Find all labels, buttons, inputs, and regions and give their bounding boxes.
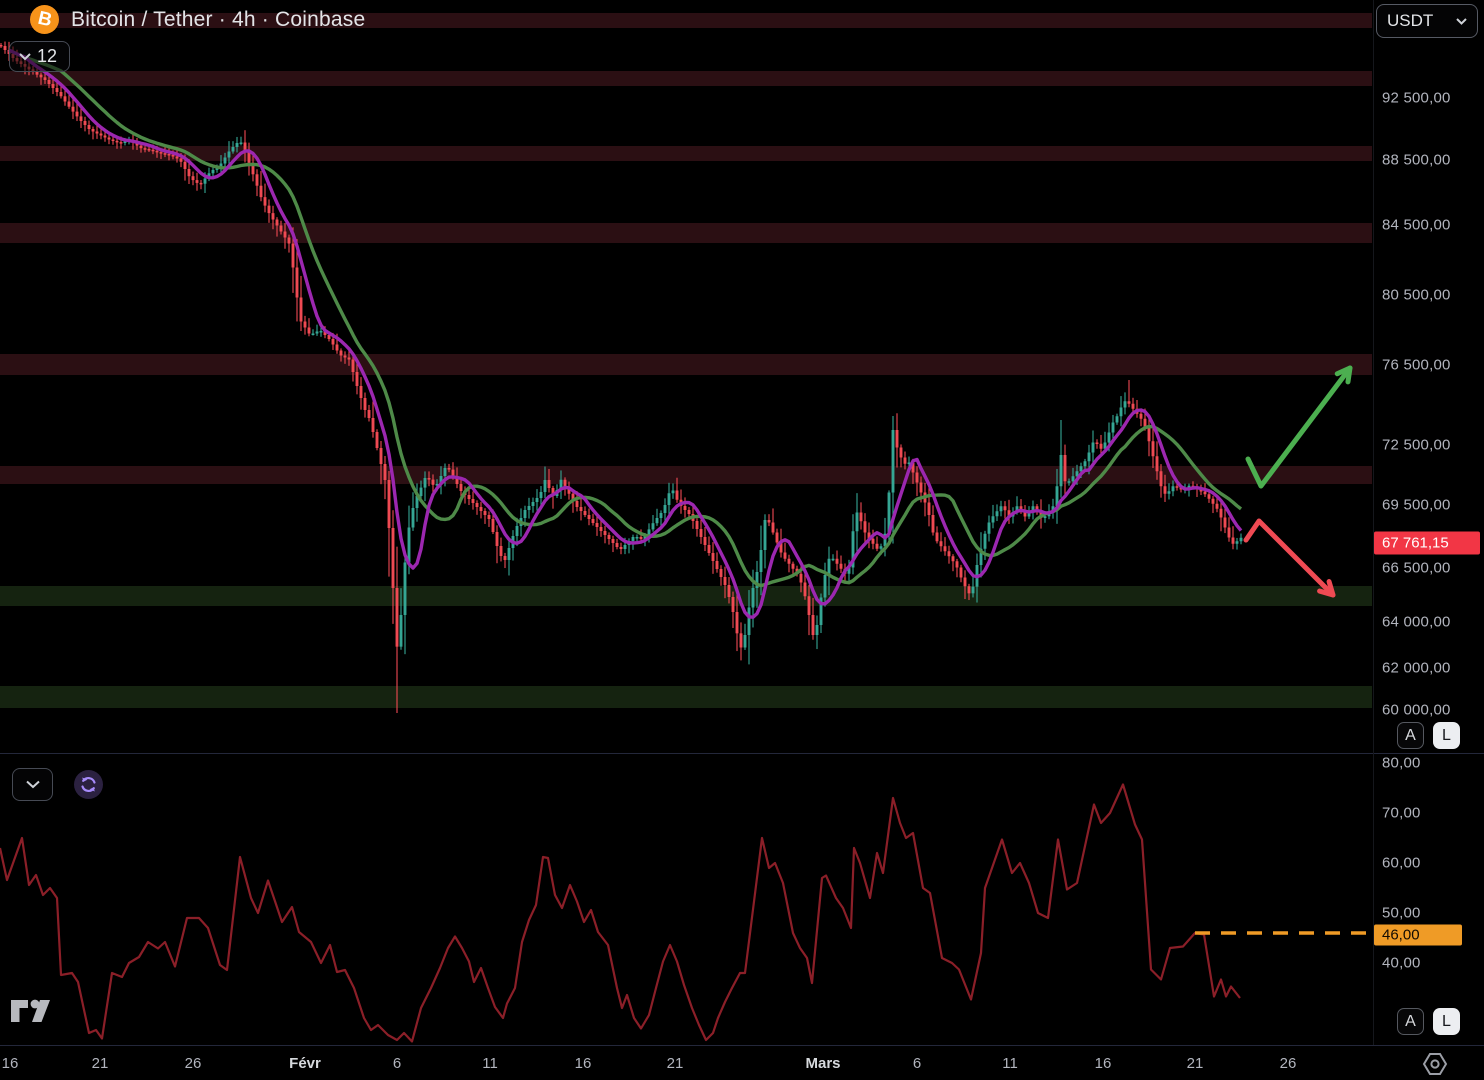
tradingview-logo[interactable] (10, 994, 58, 1028)
time-tick-label[interactable]: 21 (1186, 1055, 1204, 1072)
time-tick-label[interactable]: 6 (912, 1055, 922, 1072)
time-tick-label[interactable]: 26 (1279, 1055, 1297, 1072)
chevron-down-icon (19, 52, 31, 60)
time-axis-settings-icon[interactable] (1421, 1051, 1449, 1077)
time-tick-label[interactable]: 21 (666, 1055, 684, 1072)
price-tick-label: 66 500,00 (1382, 559, 1451, 577)
rsi-tick-label: 80,00 (1382, 754, 1421, 772)
rsi-level-label: 46,00 (1374, 924, 1462, 946)
log-scale-button[interactable]: L (1433, 1008, 1460, 1035)
time-tick-label[interactable]: Févr (289, 1055, 321, 1072)
auto-scale-button[interactable]: A (1397, 722, 1424, 749)
bearish-arrow-drawing[interactable] (1243, 518, 1336, 598)
bullish-arrow-drawing[interactable] (1245, 365, 1353, 489)
price-tick-label: 72 500,00 (1382, 436, 1451, 454)
price-tick-label: 92 500,00 (1382, 89, 1451, 107)
price-chart-canvas[interactable] (0, 0, 1372, 753)
time-tick-label[interactable]: 16 (1, 1055, 19, 1072)
price-tick-label: 80 500,00 (1382, 286, 1451, 304)
resistance-zone[interactable] (0, 223, 1372, 243)
time-tick-label[interactable]: Mars (805, 1055, 841, 1072)
time-axis[interactable]: 16 21 26 Févr 6 11 16 21 Mars 6 11 16 21 26 (0, 1045, 1484, 1080)
price-pane-scale-buttons: A L (1397, 722, 1460, 749)
time-tick-label[interactable]: 21 (91, 1055, 109, 1072)
symbol-title[interactable]: Bitcoin / Tether · 4h · Coinbase (71, 7, 366, 31)
indicator-length-value: 12 (37, 46, 58, 66)
currency-dropdown[interactable]: USDT (1376, 4, 1478, 38)
price-tick-label: 62 000,00 (1382, 659, 1451, 677)
chevron-down-icon (1456, 17, 1467, 25)
price-tick-label: 76 500,00 (1382, 356, 1451, 374)
rsi-tick-label: 70,00 (1382, 804, 1421, 822)
price-axis-divider (1373, 0, 1374, 1045)
resistance-zone[interactable] (0, 71, 1372, 86)
indicator-length-badge[interactable]: 12 (9, 41, 71, 72)
time-tick-label[interactable]: 16 (1094, 1055, 1112, 1072)
rsi-tick-label: 50,00 (1382, 904, 1421, 922)
rsi-indicator-canvas[interactable] (0, 755, 1372, 1045)
resistance-zone[interactable] (0, 354, 1372, 375)
resistance-zone[interactable] (0, 146, 1372, 161)
support-zone[interactable] (0, 586, 1372, 606)
price-tick-label: 88 500,00 (1382, 151, 1451, 169)
candlestick-series (0, 41, 1243, 713)
rsi-tick-label: 60,00 (1382, 854, 1421, 872)
price-tick-label: 84 500,00 (1382, 216, 1451, 234)
pane-divider[interactable] (0, 753, 1484, 754)
rsi-pane-scale-buttons: A L (1397, 1008, 1460, 1035)
rsi-line[interactable] (0, 783, 1241, 1043)
price-tick-label: 64 000,00 (1382, 613, 1451, 631)
refresh-indicator-icon[interactable] (74, 770, 103, 799)
time-tick-label[interactable]: 6 (392, 1055, 402, 1072)
currency-selected-value: USDT (1387, 11, 1434, 30)
rsi-tick-label: 40,00 (1382, 954, 1421, 972)
bitcoin-icon: B (30, 5, 59, 34)
last-price-label: 67 761,15 (1374, 531, 1480, 555)
time-tick-label[interactable]: 11 (482, 1055, 498, 1072)
ma-slow-line[interactable] (8, 48, 1243, 588)
log-scale-button[interactable]: L (1433, 722, 1460, 749)
price-tick-label: 69 500,00 (1382, 496, 1451, 514)
resistance-zone[interactable] (0, 13, 1372, 28)
ma-fast-line[interactable] (8, 48, 1243, 619)
time-tick-label[interactable]: 26 (184, 1055, 202, 1072)
resistance-zone[interactable] (0, 466, 1372, 484)
auto-scale-button[interactable]: A (1397, 1008, 1424, 1035)
chevron-down-icon (25, 780, 40, 789)
support-zone[interactable] (0, 686, 1372, 708)
time-tick-label[interactable]: 16 (574, 1055, 592, 1072)
rsi-collapse-button[interactable] (12, 768, 53, 801)
chart-legend: B Bitcoin / Tether · 4h · Coinbase (30, 5, 365, 34)
time-tick-label[interactable]: 11 (1002, 1055, 1018, 1072)
price-tick-label: 60 000,00 (1382, 701, 1451, 719)
